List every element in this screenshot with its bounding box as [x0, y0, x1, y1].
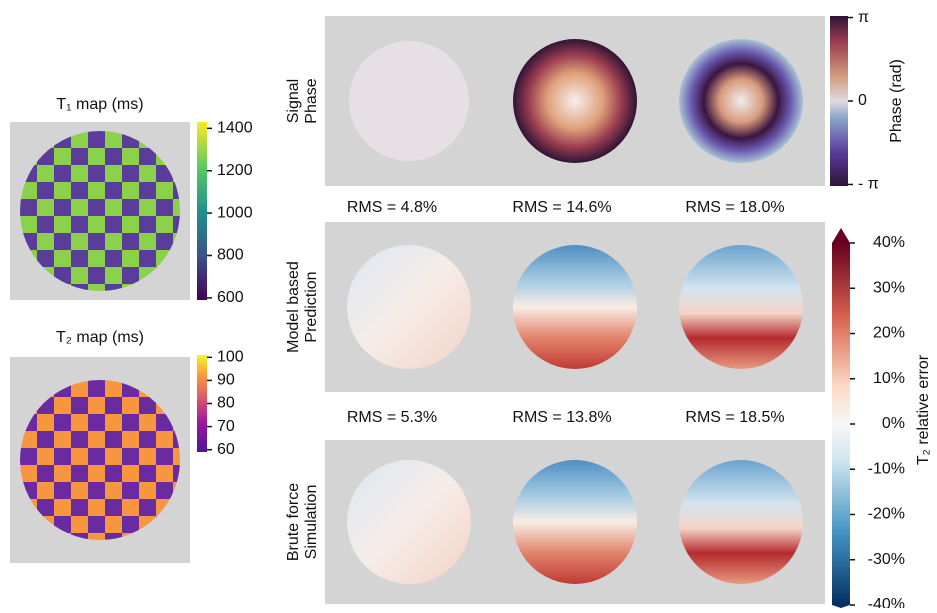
colorbar-tick-label: 0 — [858, 92, 867, 109]
colorbar-tick-label: 100 — [217, 349, 244, 366]
phase-label: Phase (rad) — [888, 59, 905, 143]
t2-colorbar — [197, 355, 207, 452]
row-label: Model based — [285, 261, 302, 353]
colorbar-tick-label: 60 — [217, 441, 235, 458]
rms-label: RMS = 4.8% — [347, 199, 437, 216]
phase-image — [679, 39, 803, 163]
colorbar-tick-label: 90 — [217, 372, 235, 389]
row-label: Brute force — [285, 483, 302, 561]
t1-phantom — [20, 131, 180, 291]
colorbar-tick-label: - π — [858, 176, 879, 193]
colorbar-tick-label: -40% — [868, 596, 905, 608]
rms-label: RMS = 5.3% — [347, 409, 437, 426]
error-image — [513, 245, 637, 369]
rms-label: RMS = 18.0% — [685, 199, 784, 216]
error-image — [513, 460, 637, 584]
row-label: Prediction — [303, 271, 320, 342]
t1-title: T₁ map (ms) — [56, 96, 143, 113]
rms-label: RMS = 18.5% — [685, 409, 784, 426]
error-image — [347, 245, 471, 369]
colorbar-tick-label: -20% — [868, 506, 905, 523]
rms-label: RMS = 13.8% — [512, 409, 611, 426]
error-image — [347, 460, 471, 584]
colorbar-tick-label: 80 — [217, 395, 235, 412]
colorbar-tick-label: 1400 — [217, 120, 253, 137]
colorbar-tick-label: 30% — [873, 279, 905, 296]
error-image — [679, 460, 803, 584]
t1-colorbar — [197, 122, 207, 300]
colorbar-tick-label: 0% — [882, 415, 905, 432]
colorbar-tick-label: 600 — [217, 289, 244, 306]
rms-label: RMS = 14.6% — [512, 199, 611, 216]
colorbar-tick-label: 20% — [873, 325, 905, 342]
colorbar-tick-label: 40% — [873, 234, 905, 251]
row-label: Phase — [303, 78, 320, 123]
t2-phantom — [20, 380, 180, 540]
colorbar-tick-label: 1000 — [217, 204, 253, 221]
colorbar-tick-label: 70 — [217, 418, 235, 435]
t2-title: T₂ map (ms) — [56, 329, 144, 346]
colorbar-tick-label: 800 — [217, 247, 244, 264]
phase-colorbar — [830, 16, 848, 186]
colorbar-extend — [832, 228, 850, 243]
row-label: Signal — [285, 79, 302, 123]
error-image — [679, 245, 803, 369]
colorbar-tick-label: -30% — [868, 551, 905, 568]
error-colorbar — [832, 243, 850, 605]
phase-image — [513, 39, 637, 163]
colorbar-tick-label: π — [858, 9, 869, 26]
phase-image — [349, 41, 469, 161]
colorbar-extend — [832, 605, 850, 608]
colorbar-tick-label: 10% — [873, 370, 905, 387]
colorbar-tick-label: -10% — [868, 460, 905, 477]
error-label: T₂ relative error — [915, 354, 932, 465]
row-label: Simulation — [303, 485, 320, 560]
colorbar-tick-label: 1200 — [217, 162, 253, 179]
